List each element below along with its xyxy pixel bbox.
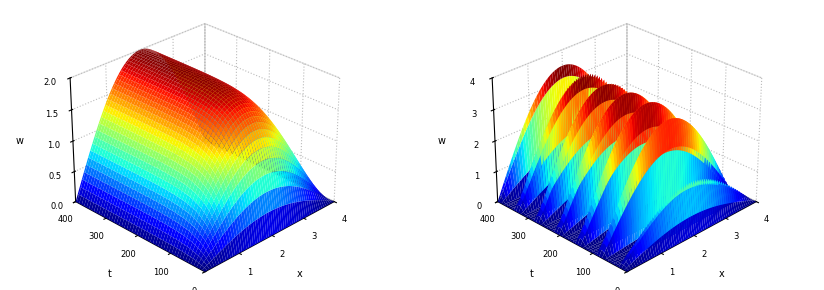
Y-axis label: t: t xyxy=(530,269,534,279)
Y-axis label: t: t xyxy=(108,269,112,279)
X-axis label: x: x xyxy=(719,269,724,279)
X-axis label: x: x xyxy=(297,269,302,279)
